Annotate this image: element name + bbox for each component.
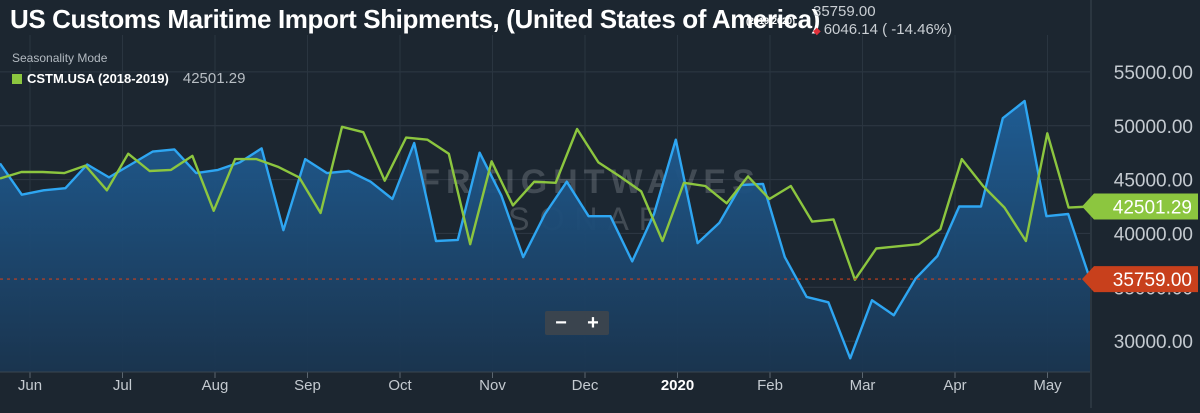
badge-shape — [1082, 266, 1198, 293]
series-line-current — [0, 99, 1092, 360]
y-tick-label: 45000.00 — [1114, 171, 1193, 192]
x-tick-label: Nov — [479, 377, 506, 394]
zoom-in-button[interactable]: + — [587, 312, 599, 334]
series-line-prior — [0, 125, 1091, 281]
x-tick-label: Mar — [850, 377, 876, 394]
change-readout: ◆ 6046.14 ( -14.46%) — [813, 21, 952, 38]
current-value: 35759.00 — [813, 3, 876, 20]
x-tick-label: 2020 — [661, 377, 694, 394]
chart-title-period: (2019-2020) — [746, 16, 796, 26]
y-tick-label: 50000.00 — [1114, 117, 1193, 138]
x-tick-label: Feb — [757, 377, 783, 394]
x-tick-label: Aug — [202, 377, 229, 394]
chart-title: US Customs Maritime Import Shipments, (U… — [10, 4, 820, 34]
legend-swatch-icon — [12, 74, 22, 84]
x-tick-label: Jul — [113, 377, 132, 394]
zoom-control: − + — [545, 311, 609, 335]
zoom-out-button[interactable]: − — [555, 312, 567, 334]
end-badge-current: 35759.00 — [1082, 266, 1198, 293]
x-tick-label: Sep — [294, 377, 321, 394]
seasonality-mode-label: Seasonality Mode — [12, 51, 108, 65]
badge-label: 42501.29 — [1113, 197, 1192, 218]
legend-series-value: 42501.29 — [182, 70, 246, 87]
y-tick-label: 30000.00 — [1114, 332, 1193, 353]
x-tick-label: Jun — [18, 377, 42, 394]
legend-series-name: CSTM.USA (2018-2019) — [27, 71, 169, 86]
y-tick-label: 55000.00 — [1114, 63, 1193, 84]
x-tick-label: Apr — [943, 377, 966, 394]
end-badge-prior: 42501.29 — [1082, 193, 1198, 220]
x-tick-label: Oct — [388, 377, 412, 394]
down-arrow-icon: ◆ — [813, 26, 821, 37]
y-tick-label: 40000.00 — [1114, 224, 1193, 245]
x-tick-label: May — [1033, 377, 1062, 394]
legend[interactable]: CSTM.USA (2018-2019) 42501.29 — [12, 70, 245, 87]
badge-shape — [1082, 193, 1198, 220]
badge-label: 35759.00 — [1113, 270, 1192, 291]
series-area-current — [0, 101, 1090, 372]
change-text: 6046.14 ( -14.46%) — [823, 21, 953, 38]
x-tick-label: Dec — [572, 377, 599, 394]
